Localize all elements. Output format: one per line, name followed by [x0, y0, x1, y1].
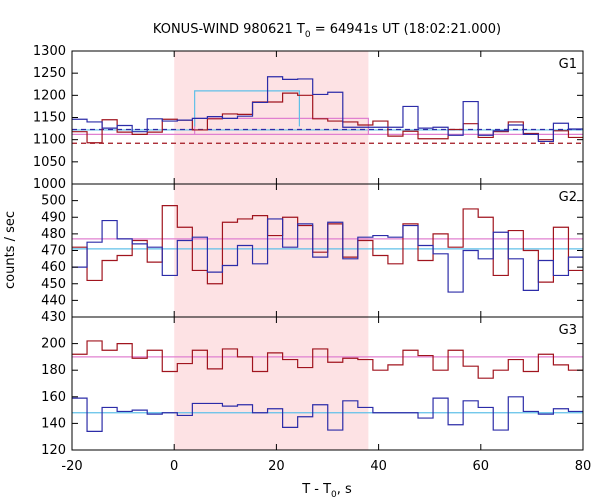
panel-label: G1 — [559, 57, 577, 72]
y-tick-label: 460 — [41, 260, 66, 275]
chart-title: KONUS-WIND 980621 T0 = 64941s UT (18:02:… — [153, 22, 501, 40]
blue-lightcurve-series — [72, 76, 583, 143]
panel-g1: 1000 1050 1100 1150 1200 1250 1300 G1 — [33, 44, 584, 192]
y-tick-label: 1200 — [33, 88, 66, 103]
x-tick-label: 60 — [473, 459, 490, 474]
chart-title-subscript: 0 — [305, 30, 311, 40]
y-tick-label: 1300 — [33, 44, 66, 59]
x-tick-label: -20 — [61, 459, 82, 474]
panels: 1000105011001150120012501300G14304404504… — [33, 44, 584, 458]
y-axis-label: counts / sec — [3, 211, 18, 289]
panel-plot-area — [72, 340, 583, 432]
pink-burst-box — [194, 117, 369, 135]
blue-lightcurve-series — [72, 218, 583, 293]
y-tick-label: 440 — [41, 293, 66, 308]
chart-title-main: KONUS-WIND 980621 T — [153, 22, 305, 37]
panel-label: G2 — [559, 190, 577, 205]
y-tick-label: 1050 — [33, 155, 66, 170]
x-axis-label: T - T0, s — [301, 482, 352, 500]
panel-plot-area — [72, 205, 583, 293]
y-tick-label: 450 — [41, 277, 66, 292]
panel-label: G3 — [559, 323, 577, 338]
x-axis-label-subscript: 0 — [331, 490, 337, 500]
highlight-interval-band — [174, 51, 369, 450]
x-tick-label: 0 — [170, 459, 178, 474]
y-tick-label: 430 — [41, 310, 66, 325]
x-axis: -20 0 20 40 60 80 — [61, 459, 591, 474]
y-tick-label: 500 — [41, 194, 66, 209]
panel-plot-area — [72, 76, 583, 144]
y-tick-label: 1000 — [33, 177, 66, 192]
y-tick-label: 200 — [41, 337, 66, 352]
x-axis-label-main: T - T — [301, 482, 331, 497]
panel-frame — [71, 316, 584, 451]
blue-lightcurve-series — [72, 396, 583, 432]
x-axis-label-rest: , s — [337, 482, 352, 497]
y-tick-label: 490 — [41, 210, 66, 225]
red-lightcurve-series — [72, 340, 583, 379]
x-tick-label: 80 — [575, 459, 592, 474]
y-tick-label: 1250 — [33, 66, 66, 81]
y-tick-label: 140 — [41, 416, 66, 431]
x-tick-label: 20 — [268, 459, 285, 474]
y-tick-label: 480 — [41, 227, 66, 242]
y-tick-label: 120 — [41, 443, 66, 458]
y-tick-label: 1100 — [33, 133, 66, 148]
panel-g3: 120 140 160 180 200 G3 — [41, 316, 584, 458]
y-tick-label: 160 — [41, 390, 66, 405]
cyan-burst-box — [194, 90, 300, 127]
y-tick-label: 470 — [41, 244, 66, 259]
chart-title-rest: = 64941s UT (18:02:21.000) — [311, 22, 501, 37]
y-tick-label: 180 — [41, 363, 66, 378]
red-lightcurve-series — [72, 92, 583, 144]
x-tick-label: 40 — [370, 459, 387, 474]
highlight-interval — [174, 51, 369, 450]
y-tick-label: 1150 — [33, 111, 66, 126]
